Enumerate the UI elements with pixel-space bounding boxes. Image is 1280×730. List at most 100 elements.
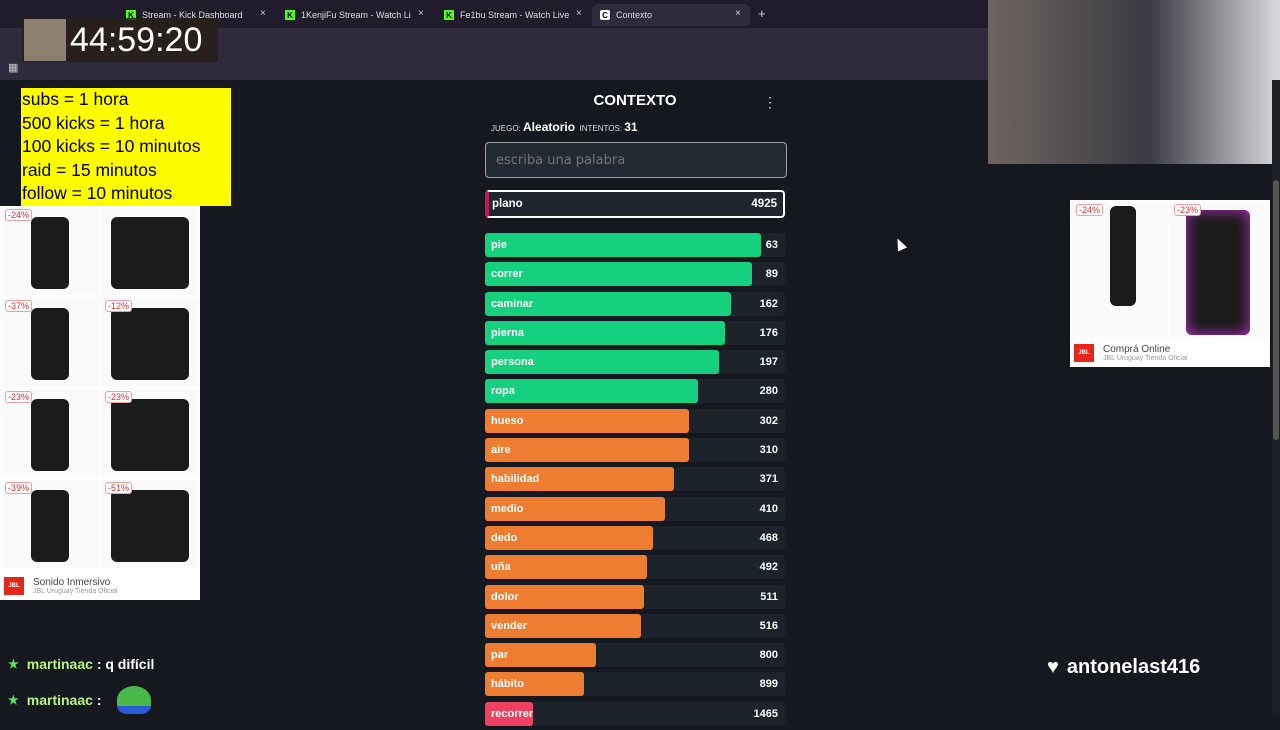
ad-subtitle: JBL Uruguay Tienda Oficial	[1103, 355, 1188, 362]
jbl-logo: JBL	[1074, 344, 1094, 362]
ad-product[interactable]: -24%	[1, 207, 99, 295]
guess-bar-fill	[485, 525, 653, 550]
guess-row: medio 410	[485, 496, 785, 525]
chat-text: : q difícil	[96, 656, 155, 672]
ad-product[interactable]: -12%	[101, 298, 199, 386]
guess-bar-fill	[485, 379, 698, 404]
guess-word: dolor	[491, 590, 519, 603]
latest-follower: ♥ antonelast416	[1047, 656, 1200, 679]
star-icon: ★	[8, 657, 19, 671]
chat-username: martinaac	[26, 656, 93, 672]
guess-rank: 176	[759, 326, 778, 339]
menu-icon[interactable]: ⋮	[763, 94, 777, 110]
guess-rank: 468	[759, 531, 778, 544]
scrollbar[interactable]	[1272, 80, 1280, 716]
guess-word: hueso	[491, 414, 524, 427]
ad-subtitle: JBL Uruguay Tienda Oficial	[33, 588, 118, 595]
guess-bar-fill	[485, 643, 596, 668]
ad-product[interactable]: -23%	[1170, 202, 1268, 338]
guess-rank: 310	[759, 444, 778, 457]
guess-rank: 89	[765, 268, 778, 281]
guess-row: dolor 511	[485, 584, 785, 613]
guess-row: par 800	[485, 642, 785, 671]
guess-rank: 1465	[753, 707, 778, 720]
close-tab-button[interactable]: ×	[735, 8, 741, 19]
guess-row: pierna 176	[485, 320, 785, 349]
guess-word: habilidad	[491, 473, 540, 486]
discount-badge: -37%	[5, 300, 33, 312]
close-tab-button[interactable]: ×	[260, 8, 266, 19]
ad-product[interactable]	[101, 207, 199, 295]
ad-banner-left[interactable]: -24% -37% -12% -23% -23% -39% -51% JBL Sonido I…	[0, 206, 200, 600]
kick-icon: K	[126, 10, 136, 20]
chat-message: ★ martinaac :	[8, 686, 152, 714]
guess-bar-fill	[485, 438, 689, 463]
timer-thumbnail	[24, 19, 66, 61]
guess-rank: 511	[760, 590, 778, 603]
guess-word: medio	[491, 502, 524, 515]
ad-product[interactable]: -39%	[1, 480, 99, 568]
tab-fe1bu[interactable]: K Fe1bu Stream - Watch Live	[436, 4, 591, 26]
guess-rank: 516	[759, 619, 778, 632]
jbl-logo: JBL	[4, 577, 24, 595]
guess-word: caminar	[491, 297, 534, 310]
juego-label: JUEGO:	[491, 124, 521, 133]
apps-grid-icon[interactable]: ▦	[8, 62, 19, 74]
tab-kick-dashboard[interactable]: K Stream - Kick Dashboard	[118, 4, 278, 26]
discount-badge: -39%	[5, 482, 33, 494]
contexto-game: CONTEXTO ⋮ JUEGO: Aleatorio INTENTOS: 31…	[485, 88, 787, 218]
subathon-rules: subs = 1 hora 500 kicks = 1 hora 100 kic…	[21, 88, 231, 206]
guess-rank: 197	[759, 356, 778, 369]
guess-bar-fill	[485, 408, 689, 433]
guess-bar-fill	[485, 320, 725, 345]
guess-word: par	[491, 649, 509, 662]
rule: 100 kicks = 10 minutos	[22, 136, 201, 156]
discount-badge: -23%	[105, 391, 133, 403]
discount-badge: -23%	[5, 391, 33, 403]
ad-product[interactable]: -24%	[1072, 202, 1168, 338]
guess-word: hábito	[491, 678, 524, 691]
ad-product[interactable]: -23%	[101, 389, 199, 477]
page-title: CONTEXTO	[593, 92, 677, 109]
guess-word: persona	[491, 356, 534, 369]
guess-rank: 302	[759, 414, 778, 427]
guess-bar-fill	[485, 555, 647, 580]
guess-rank: 899	[759, 678, 778, 691]
guess-row: pie 63	[485, 232, 785, 261]
tab-kenjifu[interactable]: K 1KenjiFu Stream - Watch Li	[277, 4, 437, 26]
game-mode: Aleatorio	[523, 120, 576, 134]
last-guess: plano 4925	[485, 190, 785, 218]
guess-word: correr	[491, 268, 523, 281]
pepe-emote-icon	[117, 686, 152, 714]
guess-word: plano	[492, 198, 523, 210]
guess-bar-fill	[485, 291, 731, 316]
guess-rank: 371	[759, 473, 778, 486]
ad-product[interactable]: -51%	[101, 480, 199, 568]
guess-row: ropa 280	[485, 378, 785, 407]
word-input[interactable]	[485, 142, 787, 178]
ad-banner-right[interactable]: -24% -23% JBL Comprá Online JBL Uruguay Ti…	[1070, 200, 1270, 367]
chat-text: :	[96, 692, 102, 708]
heart-icon: ♥	[1047, 656, 1059, 678]
guess-row: aire 310	[485, 437, 785, 466]
guess-row: vender 516	[485, 613, 785, 642]
intentos-label: INTENTOS:	[579, 124, 623, 133]
guess-word: dedo	[491, 531, 518, 544]
guess-rank: 492	[759, 561, 778, 574]
guess-row: persona 197	[485, 349, 785, 378]
guess-word: vender	[491, 619, 528, 632]
kick-icon: K	[285, 10, 295, 20]
close-tab-button[interactable]: ×	[576, 8, 582, 19]
guess-bar-fill	[485, 496, 665, 521]
chat-message: ★ martinaac : q difícil	[8, 656, 154, 672]
guess-row: correr 89	[485, 261, 785, 290]
guess-row: recorrer 1465	[485, 701, 785, 730]
new-tab-button[interactable]: +	[758, 6, 766, 21]
guess-bar-fill	[485, 233, 761, 257]
guess-word: pie	[491, 239, 507, 251]
close-tab-button[interactable]: ×	[418, 8, 424, 19]
ad-product[interactable]: -37%	[1, 298, 99, 386]
tab-contexto[interactable]: C Contexto	[592, 4, 750, 26]
ad-product[interactable]: -23%	[1, 389, 99, 477]
guess-bar-fill	[485, 262, 752, 287]
